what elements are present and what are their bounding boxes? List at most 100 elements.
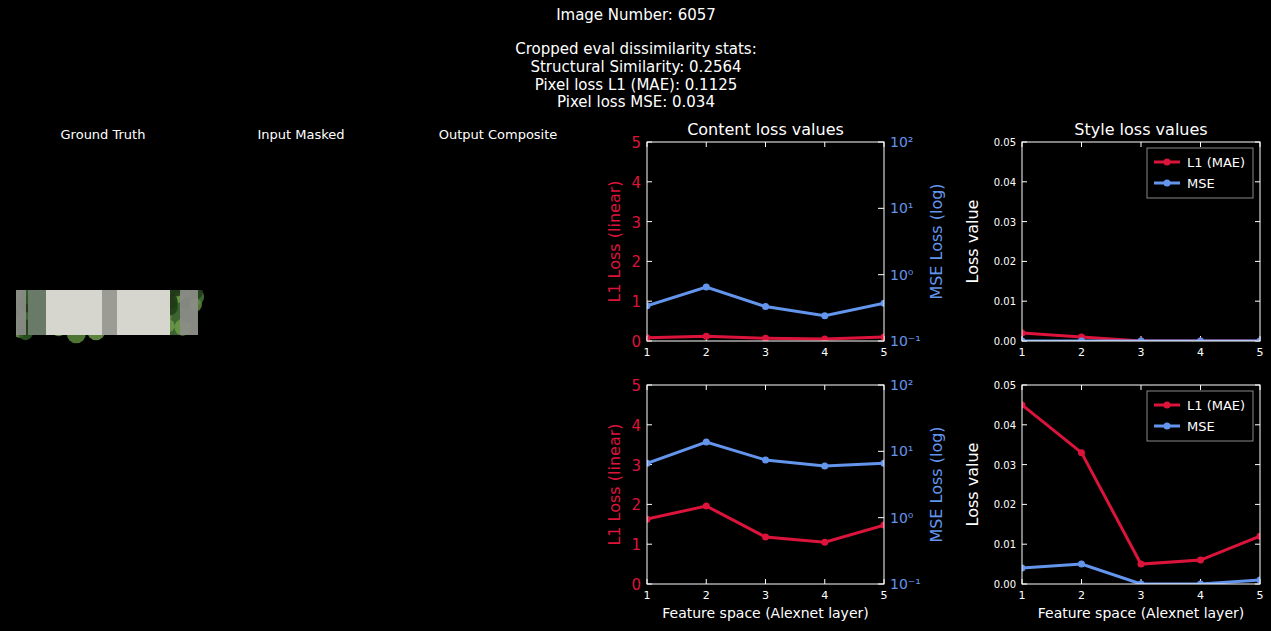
image-bg <box>16 290 198 335</box>
panel-title: Input Masked <box>257 127 344 142</box>
y2-tick-label: 10⁰ <box>890 267 914 283</box>
series-marker <box>647 334 651 341</box>
legend-label: L1 (MAE) <box>1187 398 1245 413</box>
y2-tick <box>878 451 884 452</box>
y2-tick-label: 10² <box>890 377 913 393</box>
series-marker <box>647 460 651 467</box>
chart: 123450.000.010.020.030.040.05Style loss … <box>963 120 1264 359</box>
fence-bar <box>16 290 26 335</box>
y-tick-label: 4 <box>631 417 641 435</box>
y-tick-label: 3 <box>631 214 641 232</box>
x-tick <box>765 142 766 147</box>
series-marker <box>1138 338 1145 342</box>
series-marker <box>1257 533 1261 540</box>
y-tick-label: 2 <box>631 496 641 514</box>
y-tick <box>1022 181 1027 182</box>
y-tick <box>647 261 652 262</box>
plot-area <box>647 284 884 341</box>
y-tick <box>647 181 652 182</box>
x-tick-label: 2 <box>703 589 710 602</box>
y2-tick-label: 10¹ <box>890 200 913 216</box>
y2-tick-label: 10⁻¹ <box>890 576 921 592</box>
y-tick <box>1022 464 1027 465</box>
y-tick-label: 4 <box>631 174 641 192</box>
y2-tick <box>878 274 884 275</box>
y-tick-label: 1 <box>631 293 641 311</box>
x-label: Feature space (Alexnet layer) <box>662 605 868 621</box>
y-tick-label: 0.05 <box>994 380 1016 391</box>
plot-area <box>647 439 884 546</box>
y-tick-label: 5 <box>631 134 641 152</box>
x-tick <box>706 142 707 147</box>
background <box>0 0 1271 631</box>
y-tick-label: 5 <box>631 377 641 395</box>
axes-frame <box>647 142 884 341</box>
chart: 1234501234510⁻¹10⁰10¹10²Content loss val… <box>605 120 946 359</box>
x-tick-label: 3 <box>1138 589 1145 602</box>
x-tick-label: 4 <box>1197 589 1204 602</box>
series-marker <box>762 534 769 541</box>
figure: Image Number: 6057Cropped eval dissimila… <box>0 0 1271 631</box>
series-marker <box>1197 338 1204 342</box>
header-line: Pixel loss MSE: 0.034 <box>557 93 715 111</box>
legend-box <box>1147 148 1253 198</box>
series-marker <box>1197 557 1204 564</box>
series-marker <box>1078 338 1085 342</box>
x-tick <box>706 579 707 584</box>
x-tick-label: 2 <box>703 346 710 359</box>
pipes <box>28 290 46 335</box>
series-marker <box>881 522 885 529</box>
panel-title: Output Composite <box>439 127 558 142</box>
series-line <box>647 287 884 316</box>
y-tick <box>647 221 652 222</box>
y2-tick-label: 10¹ <box>890 443 913 459</box>
legend-box <box>1147 391 1253 441</box>
y2-tick-label: 10⁰ <box>890 510 914 526</box>
series-marker <box>647 302 651 309</box>
series-marker <box>762 335 769 341</box>
y-label: Loss value <box>963 200 982 284</box>
series-line <box>647 442 884 466</box>
plot-area <box>1022 330 1260 341</box>
y-tick <box>1022 544 1027 545</box>
x-tick <box>1141 142 1142 147</box>
y2-tick-label: 10⁻¹ <box>890 333 921 349</box>
image-panel <box>16 290 205 343</box>
x-tick-label: 1 <box>644 346 651 359</box>
y-tick <box>647 504 652 505</box>
x-tick <box>824 142 825 147</box>
x-tick-label: 2 <box>1078 346 1085 359</box>
series-marker <box>881 460 885 467</box>
x-tick-label: 3 <box>762 589 769 602</box>
x-tick <box>1081 385 1082 390</box>
x-tick <box>706 385 707 390</box>
y-tick-label: 0.01 <box>994 296 1016 307</box>
legend-marker <box>1164 423 1171 430</box>
series-marker <box>1257 338 1261 342</box>
y-tick-label: 0.01 <box>994 539 1016 550</box>
y-tick-label: 0 <box>631 333 641 351</box>
series-marker <box>1257 577 1261 584</box>
series-marker <box>1138 561 1145 568</box>
axes-frame <box>1022 142 1260 341</box>
series-marker <box>1138 581 1145 585</box>
x-tick-label: 3 <box>762 346 769 359</box>
chart-title: Content loss values <box>687 120 844 139</box>
y-tick <box>1022 424 1027 425</box>
series-marker <box>881 334 885 341</box>
series-marker <box>703 502 710 509</box>
y-label: L1 Loss (linear) <box>605 180 624 302</box>
series-marker <box>762 303 769 310</box>
y2-label: MSE Loss (log) <box>927 183 946 299</box>
fence-bar <box>102 290 117 335</box>
series-marker <box>703 333 710 340</box>
y2-tick <box>878 517 884 518</box>
header-line: Structural Similarity: 0.2564 <box>530 58 741 76</box>
y-tick-label: 0.00 <box>994 336 1016 347</box>
series-marker <box>1138 338 1145 342</box>
y-tick-label: 0 <box>631 576 641 594</box>
series-marker <box>647 516 651 523</box>
x-tick <box>1081 142 1082 147</box>
y-tick <box>1255 504 1260 505</box>
y-tick-label: 1 <box>631 536 641 554</box>
